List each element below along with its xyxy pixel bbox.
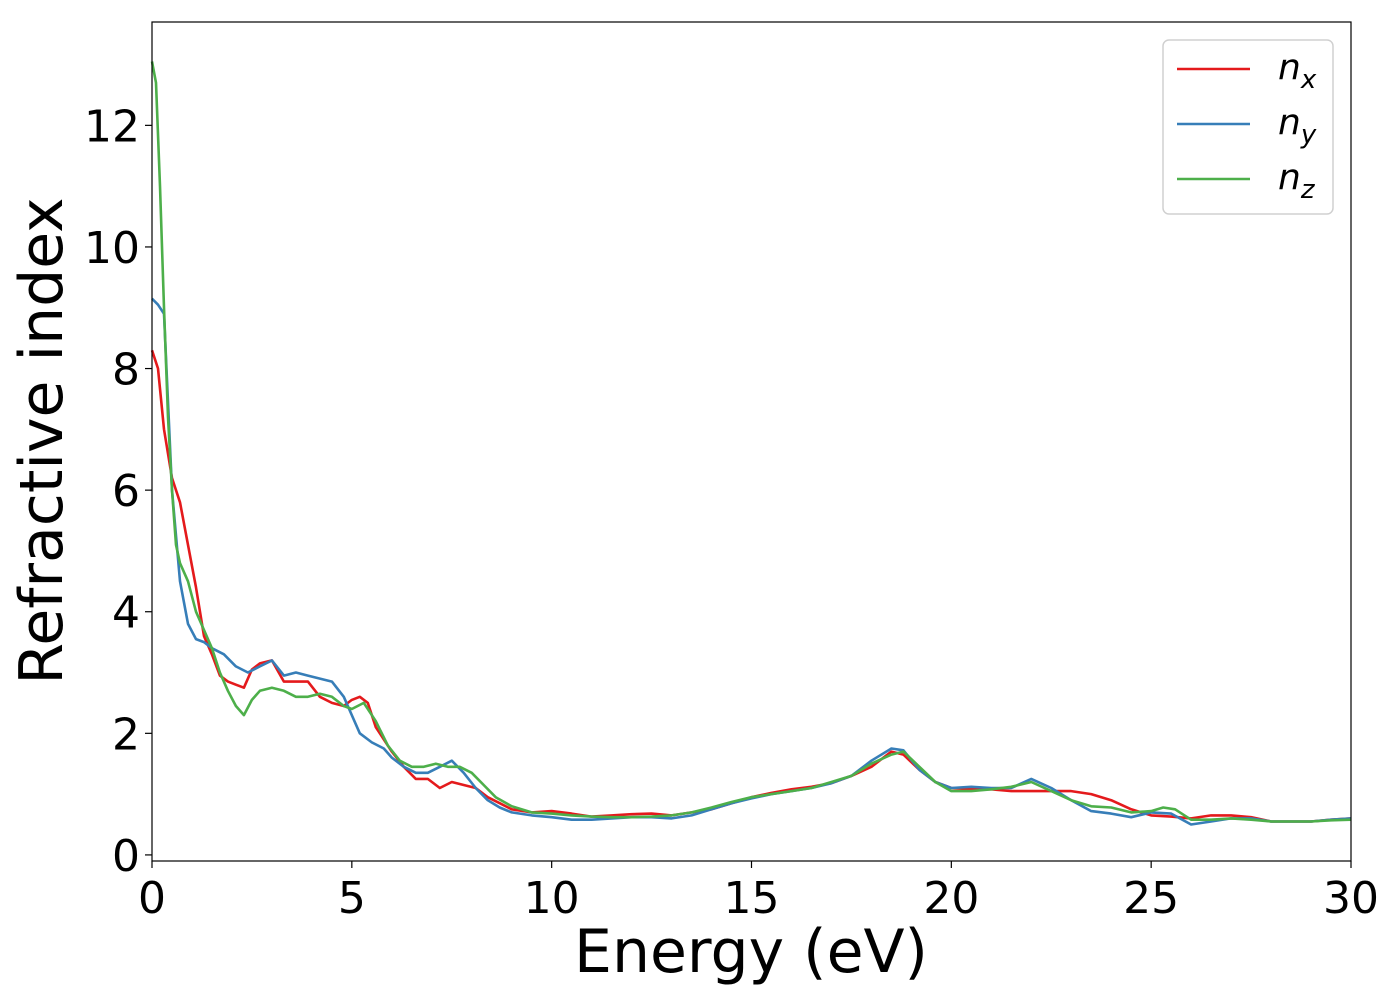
- y-tick-label: 10: [84, 223, 140, 274]
- x-tick-label: 30: [1323, 873, 1379, 924]
- y-tick-label: 0: [112, 831, 140, 882]
- series-line-nx: [150, 349, 1352, 823]
- series-line-ny: [151, 297, 1352, 826]
- y-tick-label: 6: [112, 466, 140, 517]
- x-tick-label: 10: [524, 873, 580, 924]
- y-tick-label: 8: [112, 345, 140, 396]
- y-tick-label: 12: [84, 101, 140, 152]
- x-axis-ticks: 0 5 10 15 20 25 30: [138, 861, 1379, 924]
- y-axis-label: Refractive index: [7, 197, 77, 684]
- legend-box: [1162, 39, 1334, 215]
- x-tick-label: 0: [138, 873, 166, 924]
- y-axis-ticks: 0 2 4 6 8 10 12: [84, 101, 152, 882]
- x-tick-label: 15: [724, 873, 780, 924]
- x-tick-label: 20: [923, 873, 979, 924]
- series-layer: [150, 61, 1352, 826]
- x-tick-label: 25: [1123, 873, 1179, 924]
- plot-area: [152, 22, 1351, 861]
- y-tick-label: 2: [112, 709, 140, 760]
- series-line-nz: [150, 61, 1352, 823]
- x-axis-label: Energy (eV): [574, 917, 928, 987]
- x-tick-label: 5: [338, 873, 366, 924]
- y-tick-label: 4: [112, 588, 140, 639]
